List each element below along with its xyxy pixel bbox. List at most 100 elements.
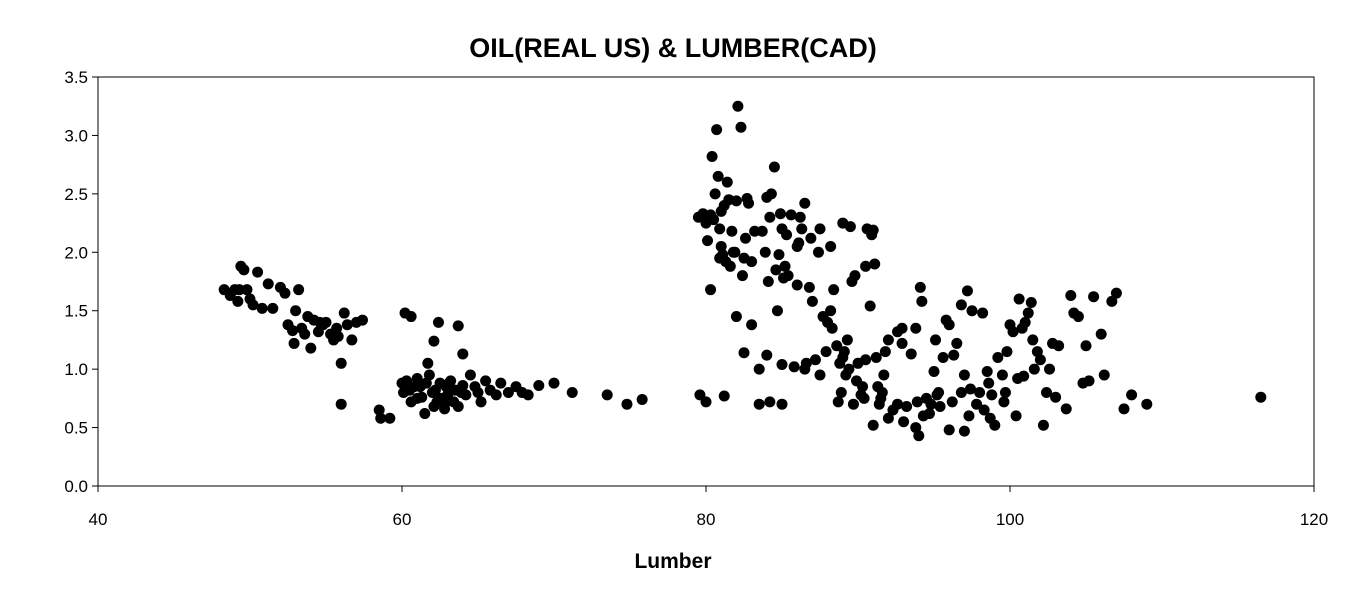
data-point <box>955 299 967 311</box>
data-point <box>232 295 244 307</box>
data-point <box>356 314 368 326</box>
data-point <box>781 229 793 241</box>
data-point <box>879 346 891 358</box>
data-point <box>910 322 922 334</box>
data-point <box>911 396 923 408</box>
data-point <box>785 209 797 221</box>
data-point <box>1034 354 1046 366</box>
data-point <box>799 197 811 209</box>
data-point <box>405 311 417 323</box>
data-point <box>812 246 824 258</box>
data-point <box>963 410 975 422</box>
data-point <box>759 246 771 258</box>
data-point <box>794 211 806 223</box>
data-point <box>928 365 940 377</box>
data-point <box>279 287 291 299</box>
data-point <box>566 387 578 399</box>
data-point <box>702 235 714 247</box>
data-point <box>732 100 744 112</box>
data-point <box>443 377 455 389</box>
data-point <box>858 392 870 404</box>
data-point <box>1255 391 1267 403</box>
data-point <box>439 403 451 415</box>
data-point <box>882 334 894 346</box>
data-point <box>864 300 876 312</box>
data-point <box>422 357 434 369</box>
data-point <box>966 305 978 317</box>
data-point <box>636 394 648 406</box>
data-point <box>262 278 274 290</box>
data-point <box>256 302 268 314</box>
data-point <box>700 396 712 408</box>
data-point <box>878 369 890 381</box>
data-point <box>432 316 444 328</box>
data-point <box>1018 370 1030 382</box>
data-point <box>782 270 794 282</box>
data-point <box>457 348 469 360</box>
data-point <box>460 389 472 401</box>
data-point <box>930 334 942 346</box>
data-point <box>714 223 726 235</box>
data-point <box>820 346 832 358</box>
data-point <box>984 412 996 424</box>
data-point <box>287 325 299 337</box>
data-point <box>706 150 718 162</box>
data-point <box>826 322 838 334</box>
data-point <box>835 387 847 399</box>
data-point <box>825 305 837 317</box>
data-point <box>753 363 765 375</box>
data-point <box>346 334 358 346</box>
data-point <box>867 419 879 431</box>
data-point <box>771 305 783 317</box>
data-point <box>740 232 752 244</box>
data-point <box>299 328 311 340</box>
data-point <box>1080 340 1092 352</box>
data-point <box>712 170 724 182</box>
y-tick-label: 1.0 <box>64 360 88 379</box>
data-point <box>779 260 791 272</box>
chart-title: OIL(REAL US) & LUMBER(CAD) <box>469 33 876 63</box>
data-point <box>847 398 859 410</box>
x-axis-label: Lumber <box>634 550 711 573</box>
data-point <box>934 401 946 413</box>
data-points <box>218 100 1267 442</box>
data-point <box>768 161 780 173</box>
data-point <box>882 412 894 424</box>
data-point <box>331 322 343 334</box>
data-point <box>791 279 803 291</box>
data-point <box>428 335 440 347</box>
data-point <box>937 351 949 363</box>
data-point <box>1010 410 1022 422</box>
data-point <box>943 424 955 436</box>
data-point <box>753 398 765 410</box>
data-point <box>746 319 758 331</box>
data-point <box>831 340 843 352</box>
data-point <box>247 299 259 311</box>
data-point <box>776 398 788 410</box>
data-point <box>730 195 742 207</box>
data-point <box>791 240 803 252</box>
x-tick-label: 60 <box>393 510 412 529</box>
data-point <box>974 387 986 399</box>
data-point <box>293 284 305 296</box>
data-point <box>803 281 815 293</box>
data-point <box>241 284 253 296</box>
data-point <box>860 260 872 272</box>
data-point <box>457 380 469 392</box>
data-point <box>1053 340 1065 352</box>
data-point <box>986 389 998 401</box>
data-point <box>472 387 484 399</box>
data-point <box>901 401 913 413</box>
data-point <box>1072 311 1084 323</box>
data-point <box>252 266 264 278</box>
data-point <box>480 375 492 387</box>
data-point <box>290 305 302 317</box>
data-point <box>916 295 928 307</box>
data-point <box>705 284 717 296</box>
data-point <box>977 307 989 319</box>
data-point <box>452 401 464 413</box>
data-point <box>238 264 250 276</box>
data-point <box>314 316 326 328</box>
data-point <box>373 404 385 416</box>
